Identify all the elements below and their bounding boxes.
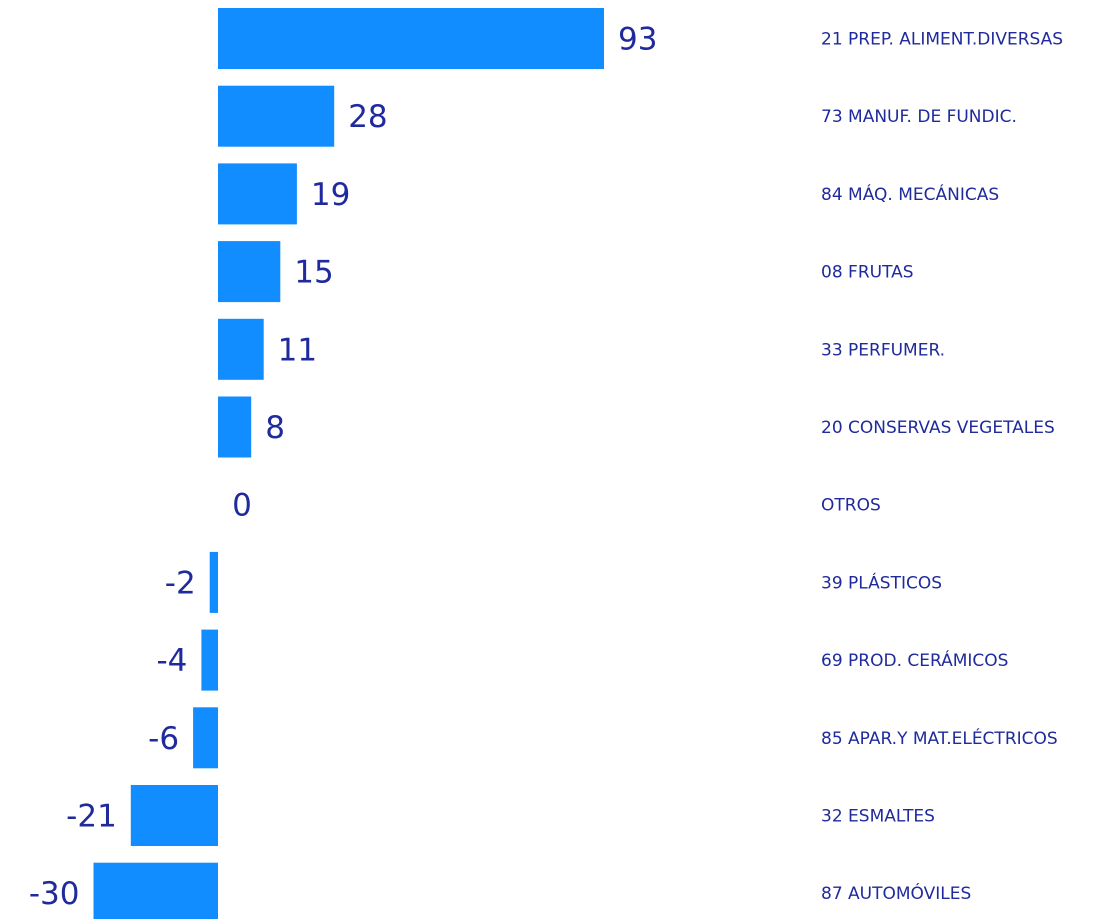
category-label: 39 PLÁSTICOS <box>821 571 942 593</box>
data-label: -2 <box>165 565 196 601</box>
bar <box>218 318 264 380</box>
bar <box>201 629 218 691</box>
data-label: 19 <box>311 177 350 213</box>
data-label: 93 <box>618 22 657 58</box>
category-label: OTROS <box>821 496 881 516</box>
data-label: -21 <box>66 799 117 835</box>
value-labels-group: 93 28 19 15 11 8 0 -2 -4 -6 -21 -30 <box>29 22 658 913</box>
category-label: 33 PERFUMER. <box>821 340 945 360</box>
bar <box>130 785 218 846</box>
data-label: 15 <box>294 255 333 291</box>
category-label: 84 MÁQ. MECÁNICAS <box>821 183 999 205</box>
data-label: -30 <box>29 876 80 912</box>
category-label: 08 FRUTAS <box>821 263 914 283</box>
category-label: 87 AUTOMÓVILES <box>821 882 971 904</box>
bar <box>218 396 252 458</box>
data-label: 8 <box>265 410 285 446</box>
bars-group <box>93 8 604 919</box>
data-label: 0 <box>232 488 252 524</box>
category-label: 32 ESMALTES <box>821 807 935 827</box>
data-label: 11 <box>278 332 317 368</box>
bar <box>218 163 297 225</box>
category-labels-group: 21 PREP. ALIMENT.DIVERSAS 73 MANUF. DE FU… <box>821 30 1063 905</box>
data-label: -4 <box>156 643 187 679</box>
category-label: 69 PROD. CERÁMICOS <box>821 649 1008 671</box>
category-label: 73 MANUF. DE FUNDIC. <box>821 107 1017 127</box>
category-label: 85 APAR.Y MAT.ELÉCTRICOS <box>821 727 1058 749</box>
bar <box>209 551 218 613</box>
data-label: -6 <box>148 721 179 757</box>
bar <box>218 241 281 303</box>
category-label: 21 PREP. ALIMENT.DIVERSAS <box>821 30 1063 50</box>
data-label: 28 <box>348 99 387 135</box>
bar <box>218 85 335 147</box>
category-label: 20 CONSERVAS VEGETALES <box>821 418 1055 438</box>
bar <box>218 8 604 69</box>
bar <box>193 707 218 769</box>
bar <box>93 862 218 919</box>
